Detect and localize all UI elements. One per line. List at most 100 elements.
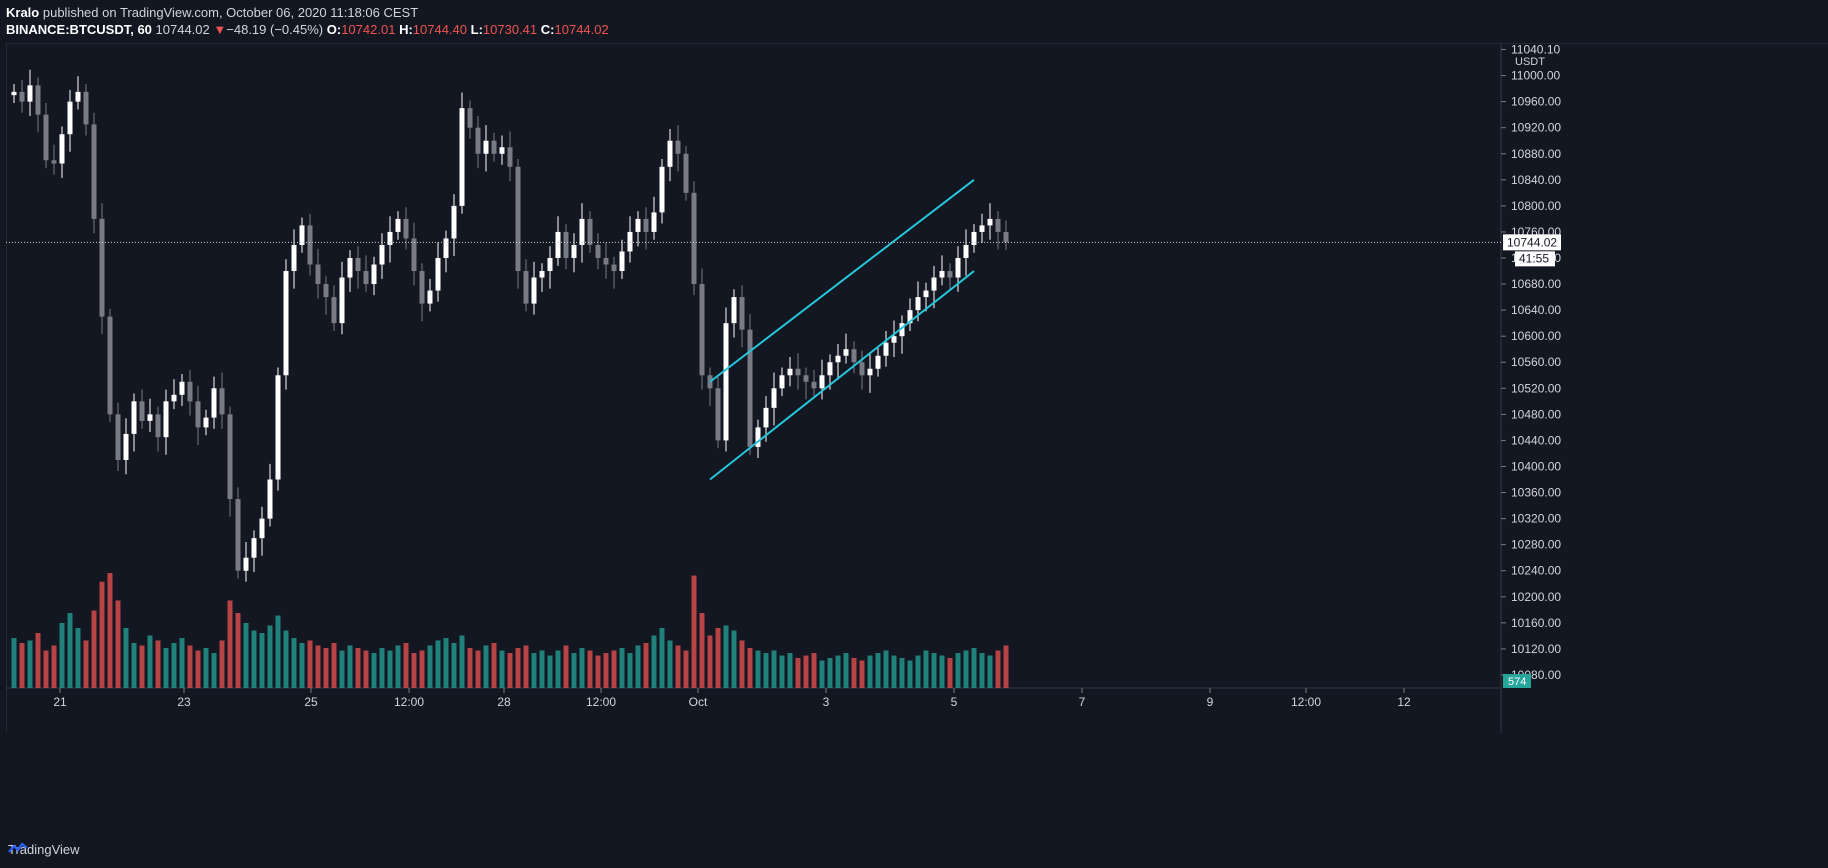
volume-bar xyxy=(267,625,273,688)
author-name[interactable]: Kralo xyxy=(6,5,40,20)
volume-bar xyxy=(435,640,441,688)
x-tick-label: 28 xyxy=(497,695,511,709)
volume-bar xyxy=(219,640,225,688)
volume-bar xyxy=(115,600,121,688)
volume-bar xyxy=(499,650,505,688)
open-label: O: xyxy=(326,22,342,37)
candle-body xyxy=(587,218,593,245)
candle-body xyxy=(307,225,313,265)
y-tick-label: 10160.00 xyxy=(1511,616,1561,630)
candle-body xyxy=(619,251,625,272)
volume-badge xyxy=(1503,674,1531,688)
volume-bar xyxy=(963,650,969,688)
candle-body xyxy=(611,264,617,272)
volume-bar xyxy=(675,645,681,688)
y-tick-label: 10920.00 xyxy=(1511,121,1561,135)
channel-lower-line[interactable] xyxy=(709,270,975,481)
down-arrow-icon: ▼ xyxy=(213,22,227,37)
y-tick-label: 11040.10 xyxy=(1511,43,1560,56)
price-chart[interactable]: 11040.10 11000.00 10960.00 10920.00 10880.00… xyxy=(6,43,1828,833)
candle-body xyxy=(547,258,553,272)
volume-bar xyxy=(691,575,697,688)
candle-body xyxy=(843,349,849,356)
x-tick-label: 25 xyxy=(304,695,318,709)
candle-body xyxy=(299,225,305,245)
candle-body xyxy=(899,323,905,337)
candle-body xyxy=(491,140,497,154)
x-tick-label: 23 xyxy=(177,695,191,709)
candle-body xyxy=(995,218,1001,232)
candle-body xyxy=(107,316,113,415)
last-price-badge xyxy=(1503,234,1561,251)
candle-body xyxy=(91,124,97,219)
y-tick-label: 10800.00 xyxy=(1511,199,1561,213)
volume-bar xyxy=(731,630,737,688)
candle-body xyxy=(971,231,977,245)
y-tick-label: 10320.00 xyxy=(1511,512,1561,526)
candle-body xyxy=(499,147,505,154)
tradingview-logo-icon xyxy=(8,842,28,853)
volume-bar xyxy=(419,650,425,688)
volume-bar xyxy=(891,655,897,688)
candle-body xyxy=(563,231,569,258)
volume-bar xyxy=(723,625,729,688)
candle-body xyxy=(867,368,873,376)
x-tick-label: 9 xyxy=(1207,695,1214,709)
x-tick-label: 7 xyxy=(1079,695,1086,709)
volume-bar xyxy=(915,655,921,688)
candle-body xyxy=(659,166,665,213)
countdown-badge xyxy=(1515,251,1555,267)
candle-body xyxy=(539,271,545,278)
volume-bar xyxy=(875,653,881,688)
y-tick-label: 10280.00 xyxy=(1511,538,1561,552)
candle-body xyxy=(179,381,185,395)
channel-upper-line[interactable] xyxy=(709,179,975,383)
volume-bar xyxy=(787,653,793,688)
close-value: 10744.02 xyxy=(554,22,609,37)
candle-body xyxy=(227,414,233,500)
volume-bar xyxy=(59,623,65,688)
x-tick-label: 3 xyxy=(823,695,830,709)
candle-body xyxy=(19,91,25,102)
y-tick-label: 11000.00 xyxy=(1511,69,1560,83)
y-tick-label: 10840.00 xyxy=(1511,173,1561,187)
price-change: −48.19 (−0.45%) xyxy=(226,22,324,37)
volume-bar xyxy=(75,628,81,688)
candle-body xyxy=(147,414,153,421)
volume-bar xyxy=(283,630,289,688)
candle-body xyxy=(635,218,641,232)
volume-bar xyxy=(651,635,657,688)
volume-bar xyxy=(659,628,665,688)
tradingview-logo[interactable]: TradingView xyxy=(8,842,80,857)
candle-body xyxy=(99,218,105,317)
volume-bar xyxy=(195,650,201,688)
volume-bar xyxy=(411,653,417,688)
last-price: 10744.02 xyxy=(155,22,210,37)
volume-bar xyxy=(779,655,785,688)
candle-body xyxy=(923,290,929,298)
candle-body xyxy=(963,244,969,258)
volume-bar xyxy=(747,648,753,688)
candle-body xyxy=(931,277,937,291)
y-tick-label: 10600.00 xyxy=(1511,329,1561,343)
candle-body xyxy=(291,244,297,272)
volume-bar xyxy=(835,655,841,688)
volume-bar xyxy=(947,658,953,688)
candle-body xyxy=(571,244,577,258)
volume-bar xyxy=(611,650,617,688)
y-tick-label: 10240.00 xyxy=(1511,564,1561,578)
candle-body xyxy=(851,349,857,363)
volume-bar xyxy=(955,653,961,688)
volume-bar xyxy=(763,653,769,688)
candle-body xyxy=(803,375,809,382)
volume-bar xyxy=(67,613,73,688)
volume-bar xyxy=(539,650,545,688)
candle-body xyxy=(315,264,321,285)
volume-bar xyxy=(771,650,777,688)
volume-bar xyxy=(187,645,193,688)
x-tick-label: 5 xyxy=(951,695,958,709)
candle-body xyxy=(771,388,777,408)
candle-body xyxy=(387,231,393,245)
symbol-label[interactable]: BINANCE:BTCUSDT, 60 xyxy=(6,22,152,37)
chart-area[interactable]: 11040.10 11000.00 10960.00 10920.00 10880.00… xyxy=(6,43,1828,833)
